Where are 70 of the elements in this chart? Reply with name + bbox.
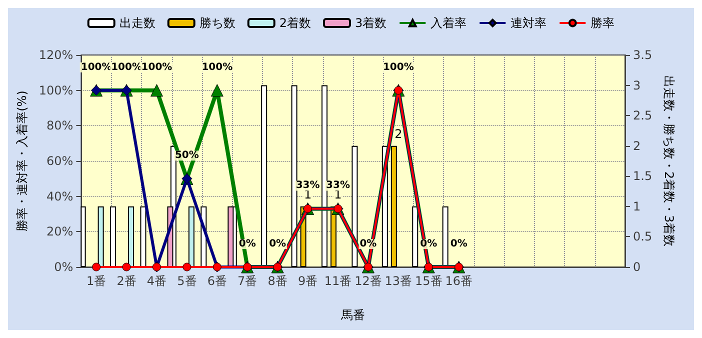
data-label: 33% bbox=[326, 180, 350, 192]
y2-tick-label: 3 bbox=[633, 78, 641, 92]
bar bbox=[322, 85, 328, 267]
point bbox=[182, 262, 192, 272]
legend-label: 勝率 bbox=[590, 16, 615, 30]
x-tick-label: 6番 bbox=[207, 274, 227, 288]
bar bbox=[352, 146, 358, 267]
legend-label: 連対率 bbox=[510, 16, 547, 30]
x-tick-label: 12番 bbox=[354, 274, 382, 288]
data-label: 33% bbox=[296, 180, 320, 192]
y2-tick-label: 2 bbox=[633, 138, 641, 153]
x-tick-label: 13番 bbox=[384, 274, 412, 288]
x-tick-label: 11番 bbox=[324, 274, 352, 288]
x-axis-title: 馬番 bbox=[340, 308, 366, 322]
data-label: 1 bbox=[304, 187, 312, 202]
bar bbox=[140, 206, 146, 267]
y2-tick-label: 1.5 bbox=[633, 169, 652, 184]
y-tick-label: 0% bbox=[54, 260, 74, 274]
y-tick-label: 60% bbox=[46, 154, 74, 168]
x-tick-label: 5番 bbox=[177, 274, 197, 288]
bar bbox=[80, 206, 86, 267]
y-axis-title: 勝率・連対率・入着率(%) bbox=[15, 90, 29, 232]
bar bbox=[228, 206, 234, 267]
bar bbox=[291, 85, 298, 267]
y2-tick-label: 0.5 bbox=[633, 230, 652, 244]
data-label: 100% bbox=[202, 62, 233, 73]
point bbox=[122, 262, 131, 272]
y-tick-label: 40% bbox=[46, 189, 74, 204]
data-label: 0% bbox=[360, 238, 377, 250]
point bbox=[150, 84, 163, 97]
y2-tick-label: 3.5 bbox=[633, 48, 652, 62]
y2-axis-title: 出走数・勝ち数・2着数・3着数 bbox=[662, 75, 676, 247]
x-tick-label: 9番 bbox=[298, 274, 318, 288]
y2-tick-label: 2.5 bbox=[633, 108, 652, 123]
legend-label: 3着数 bbox=[355, 16, 387, 30]
data-label: 100% bbox=[111, 62, 142, 73]
legend-label: 入着率 bbox=[430, 16, 467, 30]
x-tick-label: 8番 bbox=[268, 274, 288, 288]
y-tick-label: 120% bbox=[38, 48, 74, 62]
data-label: 100% bbox=[382, 62, 414, 73]
data-label: 50% bbox=[174, 150, 199, 162]
x-tick-label: 7番 bbox=[238, 274, 258, 288]
legend-label: 勝ち数 bbox=[199, 16, 236, 30]
data-label: 2 bbox=[394, 126, 402, 141]
y-tick-label: 100% bbox=[38, 83, 74, 98]
point bbox=[92, 262, 101, 272]
x-tick-label: 1番 bbox=[86, 274, 106, 288]
bar bbox=[412, 206, 418, 267]
data-label: 0% bbox=[269, 238, 286, 250]
data-label: 0% bbox=[450, 238, 468, 250]
bar bbox=[110, 206, 116, 267]
bar bbox=[261, 85, 268, 267]
y2-tick-label: 0 bbox=[633, 260, 641, 274]
bar bbox=[442, 206, 448, 267]
y2-tick-label: 1 bbox=[633, 199, 641, 214]
x-tick-label: 16番 bbox=[445, 274, 472, 288]
y-tick-label: 80% bbox=[46, 118, 74, 133]
data-label: 0% bbox=[238, 238, 256, 250]
data-label: 1 bbox=[334, 187, 342, 202]
legend-label: 出走数 bbox=[119, 16, 156, 30]
data-label: 100% bbox=[80, 62, 112, 73]
bar bbox=[390, 146, 397, 267]
x-tick-label: 2番 bbox=[116, 274, 136, 288]
data-label: 100% bbox=[141, 62, 172, 73]
data-label: 0% bbox=[420, 238, 438, 250]
point bbox=[210, 84, 224, 97]
legend-label: 2着数 bbox=[279, 16, 312, 30]
y-tick-label: 20% bbox=[46, 224, 74, 239]
x-tick-label: 15番 bbox=[414, 274, 442, 288]
x-tick-label: 4番 bbox=[146, 274, 167, 288]
